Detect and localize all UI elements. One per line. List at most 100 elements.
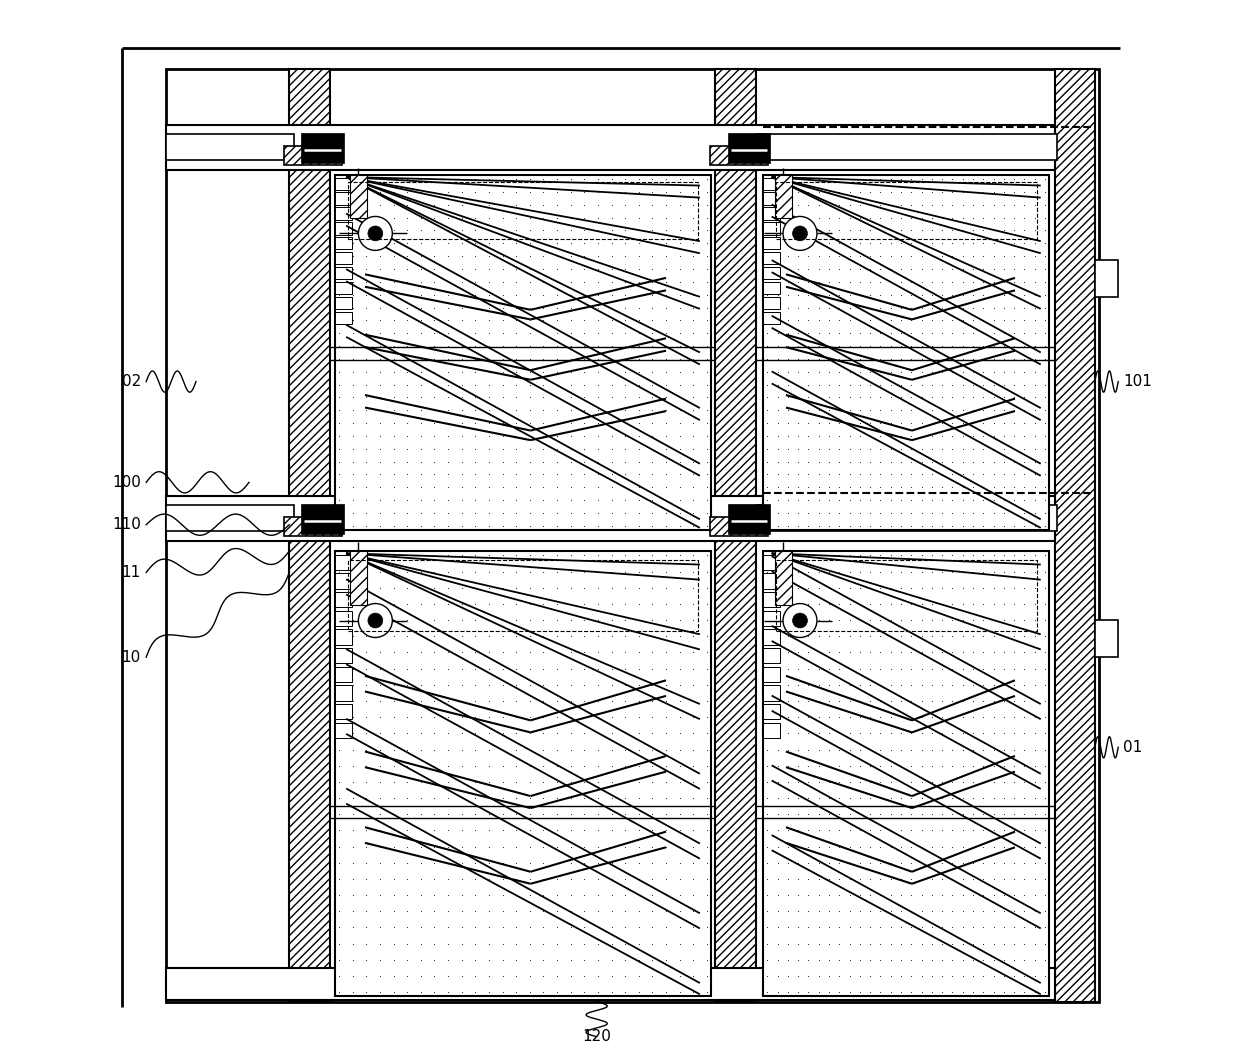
Point xyxy=(410,757,430,774)
Circle shape xyxy=(792,613,807,628)
Point xyxy=(615,286,635,303)
Point xyxy=(973,402,993,419)
Point xyxy=(615,171,635,188)
Point xyxy=(870,854,890,871)
Point xyxy=(1035,248,1055,265)
Point xyxy=(768,854,787,871)
Point xyxy=(994,440,1014,457)
Point xyxy=(574,774,594,791)
Point xyxy=(615,466,635,483)
Point xyxy=(973,580,993,597)
Point xyxy=(952,312,972,329)
Point xyxy=(768,822,787,838)
Point xyxy=(424,364,444,381)
Point xyxy=(656,935,676,952)
Point xyxy=(410,351,430,368)
Point xyxy=(1024,273,1044,290)
Bar xyxy=(335,630,352,644)
Point xyxy=(465,968,485,985)
Point xyxy=(451,427,471,444)
Point xyxy=(533,596,553,613)
Point xyxy=(492,364,512,381)
Point xyxy=(656,222,676,238)
Point xyxy=(492,580,512,597)
Point xyxy=(861,402,880,419)
Point xyxy=(615,838,635,855)
Point xyxy=(799,596,818,613)
Point xyxy=(683,479,703,496)
Point xyxy=(342,183,362,200)
Point xyxy=(492,774,512,791)
Point xyxy=(642,248,662,265)
Point xyxy=(820,492,839,509)
Point xyxy=(1035,376,1055,393)
Point xyxy=(506,660,526,677)
Point xyxy=(479,984,498,1001)
Point xyxy=(1004,790,1024,807)
Point xyxy=(397,389,417,406)
Point xyxy=(1024,854,1044,871)
Point xyxy=(1035,935,1055,952)
Point xyxy=(952,547,972,564)
Point xyxy=(397,171,417,188)
Point xyxy=(520,919,539,936)
Point xyxy=(520,903,539,920)
Point xyxy=(799,440,818,457)
Point xyxy=(861,196,880,213)
Point xyxy=(789,660,808,677)
Point xyxy=(560,479,580,496)
Point xyxy=(465,364,485,381)
Point xyxy=(1035,612,1055,629)
Point xyxy=(839,337,859,354)
Point xyxy=(465,774,485,791)
Point xyxy=(506,790,526,807)
Point xyxy=(839,351,859,368)
Point xyxy=(424,261,444,278)
Point xyxy=(329,692,348,709)
Point xyxy=(506,389,526,406)
Point xyxy=(424,440,444,457)
Point xyxy=(983,903,1003,920)
Point xyxy=(1014,547,1034,564)
Point xyxy=(911,596,931,613)
Point xyxy=(1004,286,1024,303)
Point xyxy=(642,580,662,597)
Point xyxy=(901,838,921,855)
Point xyxy=(1024,235,1044,252)
Point xyxy=(839,692,859,709)
Point xyxy=(1014,286,1034,303)
Point xyxy=(397,248,417,265)
Point xyxy=(656,209,676,226)
Point xyxy=(963,886,983,903)
Point xyxy=(533,838,553,855)
Point xyxy=(1035,492,1055,509)
Point xyxy=(683,222,703,238)
Point xyxy=(588,453,608,470)
Point xyxy=(1004,517,1024,534)
Point xyxy=(911,676,931,693)
Point xyxy=(1024,299,1044,316)
Point xyxy=(849,709,869,726)
Point xyxy=(1024,505,1044,522)
Point xyxy=(983,935,1003,952)
Point xyxy=(942,806,962,823)
Point xyxy=(329,299,348,316)
Point xyxy=(370,492,389,509)
Point xyxy=(342,612,362,629)
Point xyxy=(670,440,689,457)
Point xyxy=(820,612,839,629)
Point xyxy=(1024,790,1044,807)
Point xyxy=(601,427,621,444)
Point xyxy=(808,822,828,838)
Point xyxy=(329,984,348,1001)
Point xyxy=(768,440,787,457)
Point xyxy=(438,612,458,629)
Point xyxy=(973,196,993,213)
Point xyxy=(533,273,553,290)
Point xyxy=(880,968,900,985)
Point xyxy=(629,628,649,644)
Point xyxy=(642,196,662,213)
Point xyxy=(901,741,921,758)
Point xyxy=(892,427,911,444)
Point xyxy=(656,505,676,522)
